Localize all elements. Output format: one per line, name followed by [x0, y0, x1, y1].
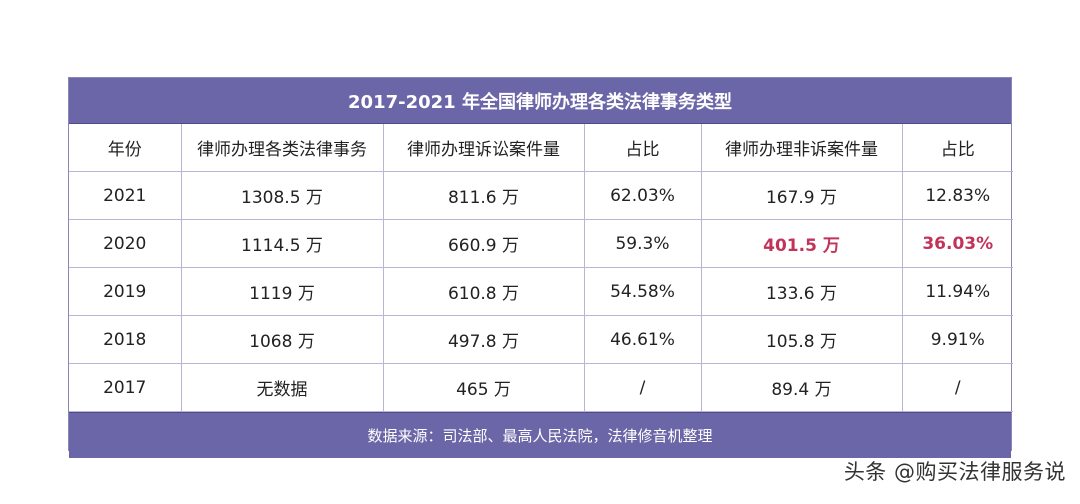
cell-total-affairs: 1119 万 — [180, 267, 384, 316]
table-row: 2019 1119 万 610.8 万 54.58% 133.6 万 11.94… — [69, 267, 1013, 316]
cell-non-litigation-cases: 89.4 万 — [700, 363, 903, 412]
header-litigation-share: 占比 — [583, 124, 702, 172]
cell-non-litigation-cases: 167.9 万 — [700, 171, 903, 220]
cell-non-litigation-share: / — [901, 363, 1013, 412]
table-row: 2018 1068 万 497.8 万 46.61% 105.8 万 9.91% — [69, 315, 1013, 364]
table-row: 2021 1308.5 万 811.6 万 62.03% 167.9 万 12.… — [69, 171, 1013, 220]
cell-litigation-share: / — [583, 363, 702, 412]
cell-non-litigation-cases-highlighted: 401.5 万 — [700, 219, 903, 268]
cell-non-litigation-share: 12.83% — [901, 171, 1013, 220]
table-title: 2017-2021 年全国律师办理各类法律事务类型 — [69, 78, 1011, 124]
statistics-table: 年份 律师办理各类法律事务 律师办理诉讼案件量 占比 律师办理非诉案件量 占比 … — [69, 124, 1013, 412]
cell-total-affairs: 1114.5 万 — [180, 219, 384, 268]
table-row: 2017 无数据 465 万 / 89.4 万 / — [69, 363, 1013, 412]
header-litigation-cases: 律师办理诉讼案件量 — [382, 124, 585, 172]
cell-year: 2017 — [69, 363, 182, 412]
header-total-affairs: 律师办理各类法律事务 — [180, 124, 384, 172]
cell-litigation-cases: 811.6 万 — [382, 171, 585, 220]
cell-litigation-cases: 497.8 万 — [382, 315, 585, 364]
cell-litigation-cases: 660.9 万 — [382, 219, 585, 268]
cell-year: 2019 — [69, 267, 182, 316]
cell-litigation-share: 54.58% — [583, 267, 702, 316]
cell-year: 2020 — [69, 219, 182, 268]
cell-non-litigation-share: 11.94% — [901, 267, 1013, 316]
source-note: 数据来源：司法部、最高人民法院，法律修音机整理 — [69, 412, 1011, 458]
header-non-litigation-cases: 律师办理非诉案件量 — [700, 124, 903, 172]
data-table-panel: 2017-2021 年全国律师办理各类法律事务类型 年份 律师办理各类法律事务 … — [68, 77, 1013, 458]
cell-non-litigation-share: 9.91% — [901, 315, 1013, 364]
cell-non-litigation-share-highlighted: 36.03% — [901, 219, 1013, 268]
cell-total-affairs: 1308.5 万 — [180, 171, 384, 220]
cell-non-litigation-cases: 105.8 万 — [700, 315, 903, 364]
cell-litigation-share: 59.3% — [583, 219, 702, 268]
header-year: 年份 — [69, 124, 182, 172]
cell-total-affairs: 无数据 — [180, 363, 384, 412]
table-row: 2020 1114.5 万 660.9 万 59.3% 401.5 万 36.0… — [69, 219, 1013, 268]
cell-total-affairs: 1068 万 — [180, 315, 384, 364]
header-non-litigation-share: 占比 — [901, 124, 1013, 172]
cell-litigation-cases: 610.8 万 — [382, 267, 585, 316]
cell-non-litigation-cases: 133.6 万 — [700, 267, 903, 316]
cell-litigation-share: 46.61% — [583, 315, 702, 364]
cell-year: 2021 — [69, 171, 182, 220]
cell-year: 2018 — [69, 315, 182, 364]
watermark-text: 头条 @购买法律服务说 — [843, 460, 1066, 484]
cell-litigation-cases: 465 万 — [382, 363, 585, 412]
header-row: 年份 律师办理各类法律事务 律师办理诉讼案件量 占比 律师办理非诉案件量 占比 — [69, 124, 1013, 172]
cell-litigation-share: 62.03% — [583, 171, 702, 220]
